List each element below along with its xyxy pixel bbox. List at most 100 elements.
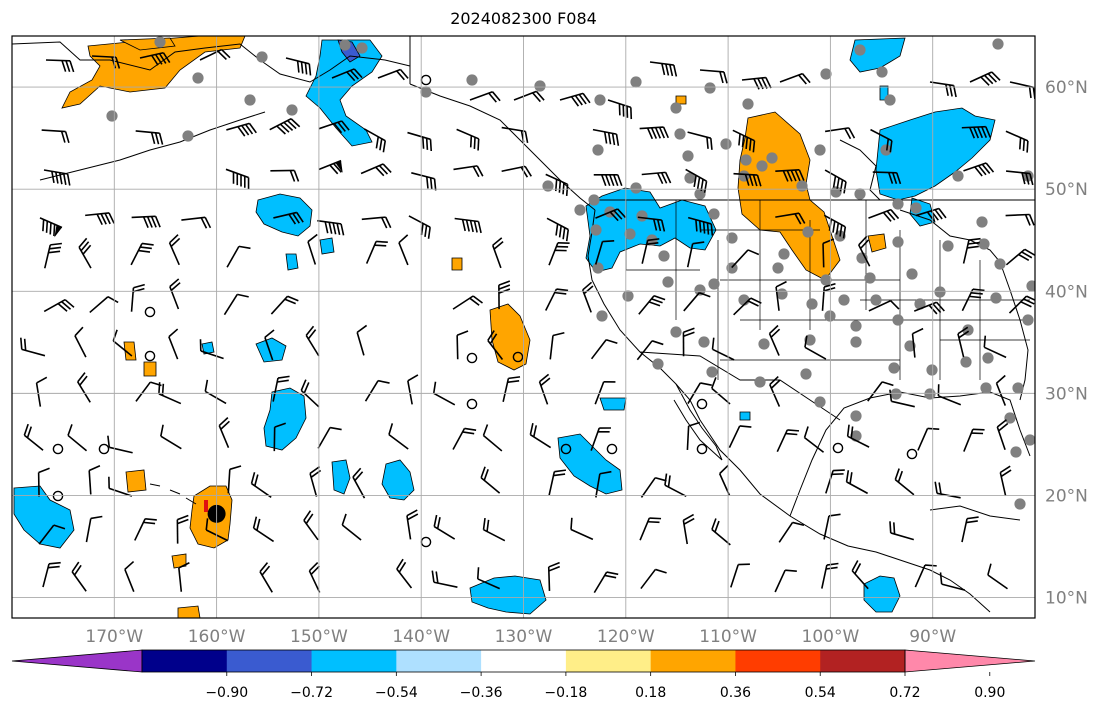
wind-barb bbox=[273, 422, 286, 452]
station-dot bbox=[876, 66, 888, 78]
wind-barb bbox=[74, 326, 87, 358]
wind-barb bbox=[377, 68, 409, 81]
colorbar-frame bbox=[141, 649, 906, 673]
wind-barb bbox=[363, 128, 387, 153]
lon-label: 120°W bbox=[597, 627, 655, 647]
station-dot bbox=[1010, 446, 1022, 458]
wind-barb bbox=[501, 165, 532, 178]
wind-barb bbox=[590, 427, 611, 451]
colorbar-swatch bbox=[396, 650, 482, 672]
station-dot bbox=[106, 110, 118, 122]
station-dot bbox=[574, 204, 586, 216]
station-dot bbox=[1026, 280, 1035, 292]
wind-barb bbox=[181, 216, 212, 229]
station-dot bbox=[942, 240, 954, 252]
wind-barb bbox=[987, 563, 1008, 590]
station-dot bbox=[698, 336, 710, 348]
wind-barb bbox=[592, 128, 620, 146]
wind-barb bbox=[686, 421, 701, 450]
station-dot bbox=[1004, 412, 1016, 424]
station-dot bbox=[976, 216, 988, 228]
station-dot bbox=[830, 186, 842, 198]
wind-barb bbox=[452, 427, 477, 450]
station-dot bbox=[850, 320, 862, 332]
station-dot bbox=[924, 388, 936, 400]
calm-circle bbox=[98, 443, 110, 455]
station-dot bbox=[796, 180, 808, 192]
wind-barb bbox=[686, 241, 705, 268]
station-dot bbox=[636, 210, 648, 222]
colorbar-swatch bbox=[481, 650, 567, 672]
station-dot bbox=[706, 366, 718, 378]
wind-barb bbox=[361, 216, 392, 229]
station-dot bbox=[590, 224, 602, 236]
station-dot bbox=[864, 272, 876, 284]
station-dot bbox=[888, 362, 900, 374]
colorbar-tick-label: −0.18 bbox=[544, 685, 587, 701]
wind-barb bbox=[803, 426, 825, 453]
wind-barb bbox=[91, 55, 121, 69]
lon-label: 110°W bbox=[699, 627, 757, 647]
wind-barb bbox=[199, 48, 231, 61]
wind-barb bbox=[969, 71, 1001, 86]
wind-barb bbox=[825, 469, 845, 494]
station-dot bbox=[992, 38, 1004, 50]
coastline-west-us bbox=[587, 209, 701, 421]
wind-barb bbox=[89, 296, 119, 314]
wind-barb bbox=[169, 278, 181, 310]
wind-barb bbox=[529, 423, 552, 449]
lat-label: 40°N bbox=[1045, 282, 1088, 302]
colorbar-extend-low bbox=[11, 649, 143, 673]
colorbar-swatch bbox=[226, 650, 313, 672]
lon-label: 150°W bbox=[290, 627, 348, 647]
wind-barb bbox=[487, 330, 504, 360]
wind-barb bbox=[20, 337, 46, 357]
lat-label: 50°N bbox=[1045, 180, 1088, 200]
station-dot bbox=[588, 194, 600, 206]
colorbar-tick-label: 0.54 bbox=[805, 685, 836, 701]
wind-barb bbox=[775, 212, 806, 225]
station-dot bbox=[960, 356, 972, 368]
wind-barb bbox=[549, 332, 565, 360]
lat-label: 30°N bbox=[1045, 384, 1088, 404]
wind-barb bbox=[636, 340, 664, 361]
wind-barb bbox=[131, 215, 161, 228]
coastline-baja bbox=[673, 383, 723, 461]
station-dot bbox=[758, 338, 770, 350]
station-dot bbox=[742, 98, 754, 110]
station-dot bbox=[708, 208, 720, 220]
station-dot bbox=[154, 36, 166, 48]
wind-barb bbox=[168, 234, 181, 266]
wind-barb bbox=[482, 424, 503, 452]
station-dot bbox=[890, 388, 902, 400]
station-dot bbox=[256, 51, 268, 63]
colorbar-swatch bbox=[820, 650, 906, 672]
wind-barb bbox=[961, 288, 985, 312]
wind-barb bbox=[107, 435, 133, 454]
wind-barb bbox=[482, 517, 506, 542]
coastline-hudson bbox=[839, 139, 881, 201]
wind-barb bbox=[728, 425, 752, 448]
station-dot bbox=[682, 150, 694, 162]
wind-barb bbox=[491, 237, 504, 269]
wind-barb bbox=[1008, 295, 1035, 314]
wind-barb bbox=[594, 240, 615, 265]
wind-barb bbox=[995, 374, 1007, 406]
wind-barb bbox=[889, 389, 915, 408]
lat-label: 10°N bbox=[1045, 589, 1088, 609]
wind-barb bbox=[454, 217, 482, 234]
wind-barb bbox=[78, 237, 92, 269]
wind-barb bbox=[889, 521, 914, 541]
coastline-bc bbox=[409, 83, 596, 211]
wind-barb bbox=[1005, 213, 1035, 226]
wind-barb bbox=[502, 376, 521, 402]
wind-barb bbox=[411, 172, 437, 191]
wind-barb bbox=[822, 238, 835, 268]
wind-barb bbox=[548, 469, 567, 496]
station-dot bbox=[534, 80, 546, 92]
wind-barb bbox=[317, 426, 342, 449]
wind-barb bbox=[687, 131, 713, 150]
contour-positive-pac-8 bbox=[451, 257, 463, 271]
wind-barb bbox=[226, 122, 257, 137]
wind-barb bbox=[638, 294, 666, 315]
